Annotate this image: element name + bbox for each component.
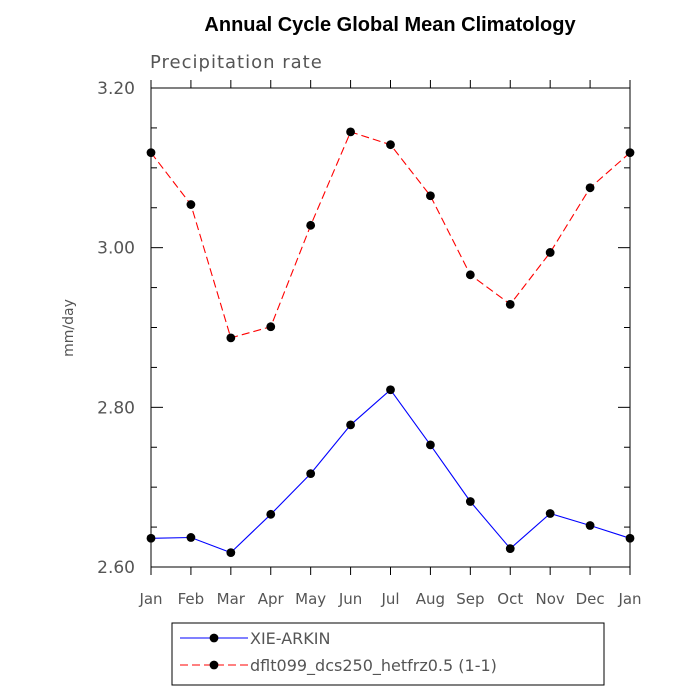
x-tick-label: Mar <box>217 590 246 608</box>
x-tick-label: Jul <box>380 590 399 608</box>
x-tick-label: Oct <box>497 590 523 608</box>
data-point <box>386 385 395 395</box>
y-tick-label: 2.60 <box>97 558 135 578</box>
axes: 2.60 2.80 3.00 3.20 Jan Feb Mar Apr May Jun Jul Aug… <box>97 79 641 608</box>
x-tick-label: Dec <box>576 590 605 608</box>
series-1 <box>146 385 635 558</box>
legend-box <box>171 622 605 686</box>
x-tick-label: Jan <box>617 590 641 608</box>
data-point <box>146 148 156 158</box>
data-point <box>306 469 316 478</box>
x-tick-label: Nov <box>536 590 565 608</box>
data-point <box>505 299 515 309</box>
data-point <box>346 420 355 430</box>
legend-marker <box>209 633 219 643</box>
data-point <box>226 548 236 558</box>
data-point <box>186 200 196 209</box>
data-point <box>306 220 316 230</box>
data-point <box>186 533 196 542</box>
data-point <box>346 127 355 137</box>
plot-frame <box>150 87 631 568</box>
y-tick-label: 2.80 <box>97 398 135 418</box>
data-point <box>465 270 475 280</box>
data-point <box>226 333 236 343</box>
x-tick-label: Jan <box>138 590 162 608</box>
chart-subtitle: Precipitation rate <box>150 52 323 73</box>
series-line <box>150 131 631 339</box>
data-point <box>266 322 276 332</box>
data-point <box>266 509 276 519</box>
data-point <box>545 509 555 518</box>
legend: XIE-ARKIN dflt099_dcs250_hetfrz0.5 (1-1) <box>180 629 497 676</box>
data-point <box>386 140 395 150</box>
data-point <box>426 191 435 201</box>
data-point <box>545 248 555 257</box>
y-axis-label: mm/day <box>61 299 77 357</box>
legend-marker <box>209 660 219 670</box>
y-tick-label: 3.00 <box>97 239 135 259</box>
series-line <box>150 388 631 554</box>
data-point <box>625 148 635 158</box>
data-point <box>465 497 475 506</box>
x-tick-label: Jun <box>338 590 362 608</box>
legend-label: XIE-ARKIN <box>250 629 330 648</box>
x-tick-label: Feb <box>178 590 205 608</box>
x-tick-label: Sep <box>456 590 484 608</box>
series-layer <box>146 127 635 558</box>
y-tick-label: 3.20 <box>97 79 135 99</box>
data-point <box>505 544 515 554</box>
x-tick-label: Apr <box>258 590 285 608</box>
x-tick-label: May <box>295 590 326 608</box>
legend-label: dflt099_dcs250_hetfrz0.5 (1-1) <box>250 656 497 676</box>
series-2 <box>146 127 635 343</box>
x-tick-label: Aug <box>416 590 445 608</box>
data-point <box>585 183 595 193</box>
data-point <box>146 533 156 543</box>
chart-title: Annual Cycle Global Mean Climatology <box>204 14 576 36</box>
data-point <box>426 440 435 450</box>
data-point <box>625 533 635 543</box>
data-point <box>585 521 595 530</box>
